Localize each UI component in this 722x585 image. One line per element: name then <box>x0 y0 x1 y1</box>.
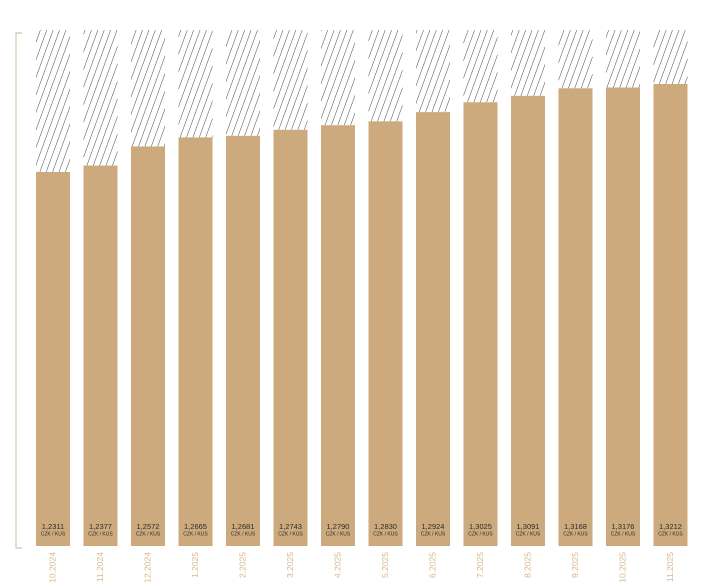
data-label: 1,2572 <box>137 522 160 531</box>
data-label: 1,2830 <box>374 522 397 531</box>
hatch-background <box>131 30 165 147</box>
unit-label: CZK / KUS <box>611 532 636 538</box>
unit-label: CZK / KUS <box>278 532 303 538</box>
bar <box>558 88 593 546</box>
x-tick-label: 2.2025 <box>237 552 247 578</box>
data-label: 1,3091 <box>517 522 540 531</box>
bar <box>321 125 355 546</box>
data-label: 1,3176 <box>612 522 635 531</box>
hatch-background <box>368 30 403 122</box>
data-label: 1,2743 <box>279 522 302 531</box>
hatch-background <box>83 30 118 166</box>
hatch-background <box>321 30 355 126</box>
bar <box>36 172 70 546</box>
unit-label: CZK / KUS <box>326 532 351 538</box>
unit-label: CZK / KUS <box>183 532 208 538</box>
hatch-background <box>226 30 260 136</box>
data-label: 1,2681 <box>232 522 255 531</box>
data-label: 1,3025 <box>469 522 492 531</box>
bar <box>131 146 165 546</box>
unit-label: CZK / KUS <box>563 532 588 538</box>
hatch-background <box>558 30 593 89</box>
unit-label: CZK / KUS <box>468 532 493 538</box>
left-bracket <box>15 32 22 549</box>
unit-label: CZK / KUS <box>136 532 161 538</box>
bar <box>463 102 498 546</box>
hatch-background <box>511 30 545 96</box>
x-tick-label: 5.2025 <box>380 552 390 578</box>
unit-label: CZK / KUS <box>373 532 398 538</box>
unit-label: CZK / KUS <box>658 532 683 538</box>
data-label: 1,2377 <box>89 522 112 531</box>
x-tick-label: 12.2024 <box>142 552 152 583</box>
bar <box>606 87 640 547</box>
x-tick-label: 3.2025 <box>285 552 295 578</box>
hatch-background <box>273 30 308 130</box>
x-tick-label: 6.2025 <box>427 552 437 578</box>
data-label: 1,3212 <box>659 522 682 531</box>
bar <box>653 84 688 546</box>
hatch-background <box>178 30 213 138</box>
hatch-background <box>653 30 688 84</box>
unit-label: CZK / KUS <box>516 532 541 538</box>
x-tick-label: 1.2025 <box>190 552 200 578</box>
x-tick-label: 9.2025 <box>570 552 580 578</box>
bar <box>226 135 260 547</box>
data-label: 1,2790 <box>327 522 350 531</box>
hatch-background <box>36 30 70 172</box>
unit-label: CZK / KUS <box>421 532 446 538</box>
unit-label: CZK / KUS <box>41 532 66 538</box>
x-tick-label: 10.2024 <box>47 552 57 583</box>
x-tick-label: 11.2025 <box>665 552 675 582</box>
data-label: 1,2665 <box>184 522 207 531</box>
bar <box>273 129 308 546</box>
bar <box>178 137 213 546</box>
bar <box>416 112 450 546</box>
x-tick-label: 10.2025 <box>617 552 627 583</box>
bar <box>83 165 118 546</box>
x-tick-label: 8.2025 <box>522 552 532 578</box>
data-label: 1,3168 <box>564 522 587 531</box>
hatch-background <box>463 30 498 103</box>
unit-label: CZK / KUS <box>88 532 113 538</box>
hatch-background <box>606 30 640 88</box>
unit-label: CZK / KUS <box>231 532 256 538</box>
bar <box>511 95 545 546</box>
data-label: 1,2311 <box>42 522 64 531</box>
x-tick-label: 7.2025 <box>475 552 485 578</box>
bar <box>368 121 403 546</box>
x-tick-label: 4.2025 <box>332 552 342 578</box>
hatch-background <box>416 30 450 113</box>
data-label: 1,2924 <box>422 522 445 531</box>
x-tick-label: 11.2024 <box>95 552 105 582</box>
